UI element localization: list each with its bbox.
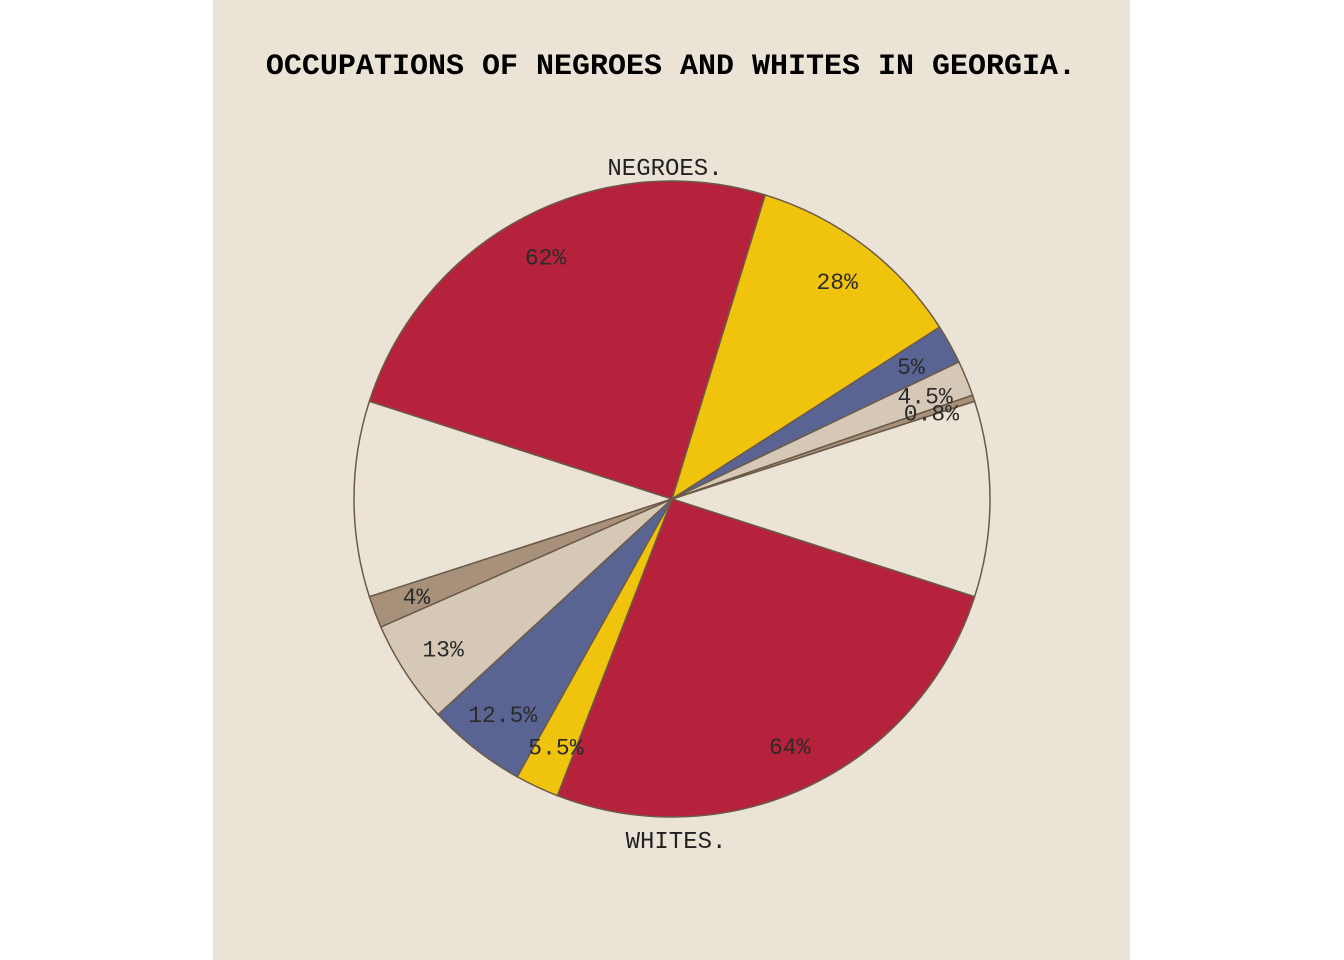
negroes-slice-label-4: 0.8%: [904, 401, 959, 427]
negroes-slice-label-0: 62%: [525, 246, 567, 272]
negroes-group-label: NEGROES.: [607, 156, 722, 183]
negroes-slice-1: [670, 194, 941, 501]
whites-group-label: WHITES.: [626, 829, 727, 856]
whites-slice-0: [556, 498, 976, 818]
negroes-slice-0: [368, 180, 767, 500]
whites-slice-label-4: 4%: [403, 585, 431, 611]
blank-separator-right: [669, 400, 991, 598]
pie-chart: 62% 28% 5% 4.5%0.8% 64% 5.5% 12.5% 13% 4%: [353, 180, 991, 818]
whites-slice-label-3: 13%: [422, 638, 464, 664]
whites-slice-label-2: 12.5%: [468, 703, 537, 729]
negroes-slice-4: [671, 394, 976, 500]
negroes-slice-label-3: 4.5%: [897, 384, 952, 410]
blank-separator-left: [353, 400, 675, 598]
negroes-slice-label-1: 28%: [816, 270, 858, 296]
negroes-slice-label-2: 5%: [897, 355, 925, 381]
whites-slice-label-1: 5.5%: [528, 736, 583, 762]
whites-slice-label-0: 64%: [769, 735, 811, 761]
chart-title: OCCUPATIONS OF NEGROES AND WHITES IN GEO…: [266, 50, 1076, 84]
whites-slice-4: [368, 498, 673, 628]
